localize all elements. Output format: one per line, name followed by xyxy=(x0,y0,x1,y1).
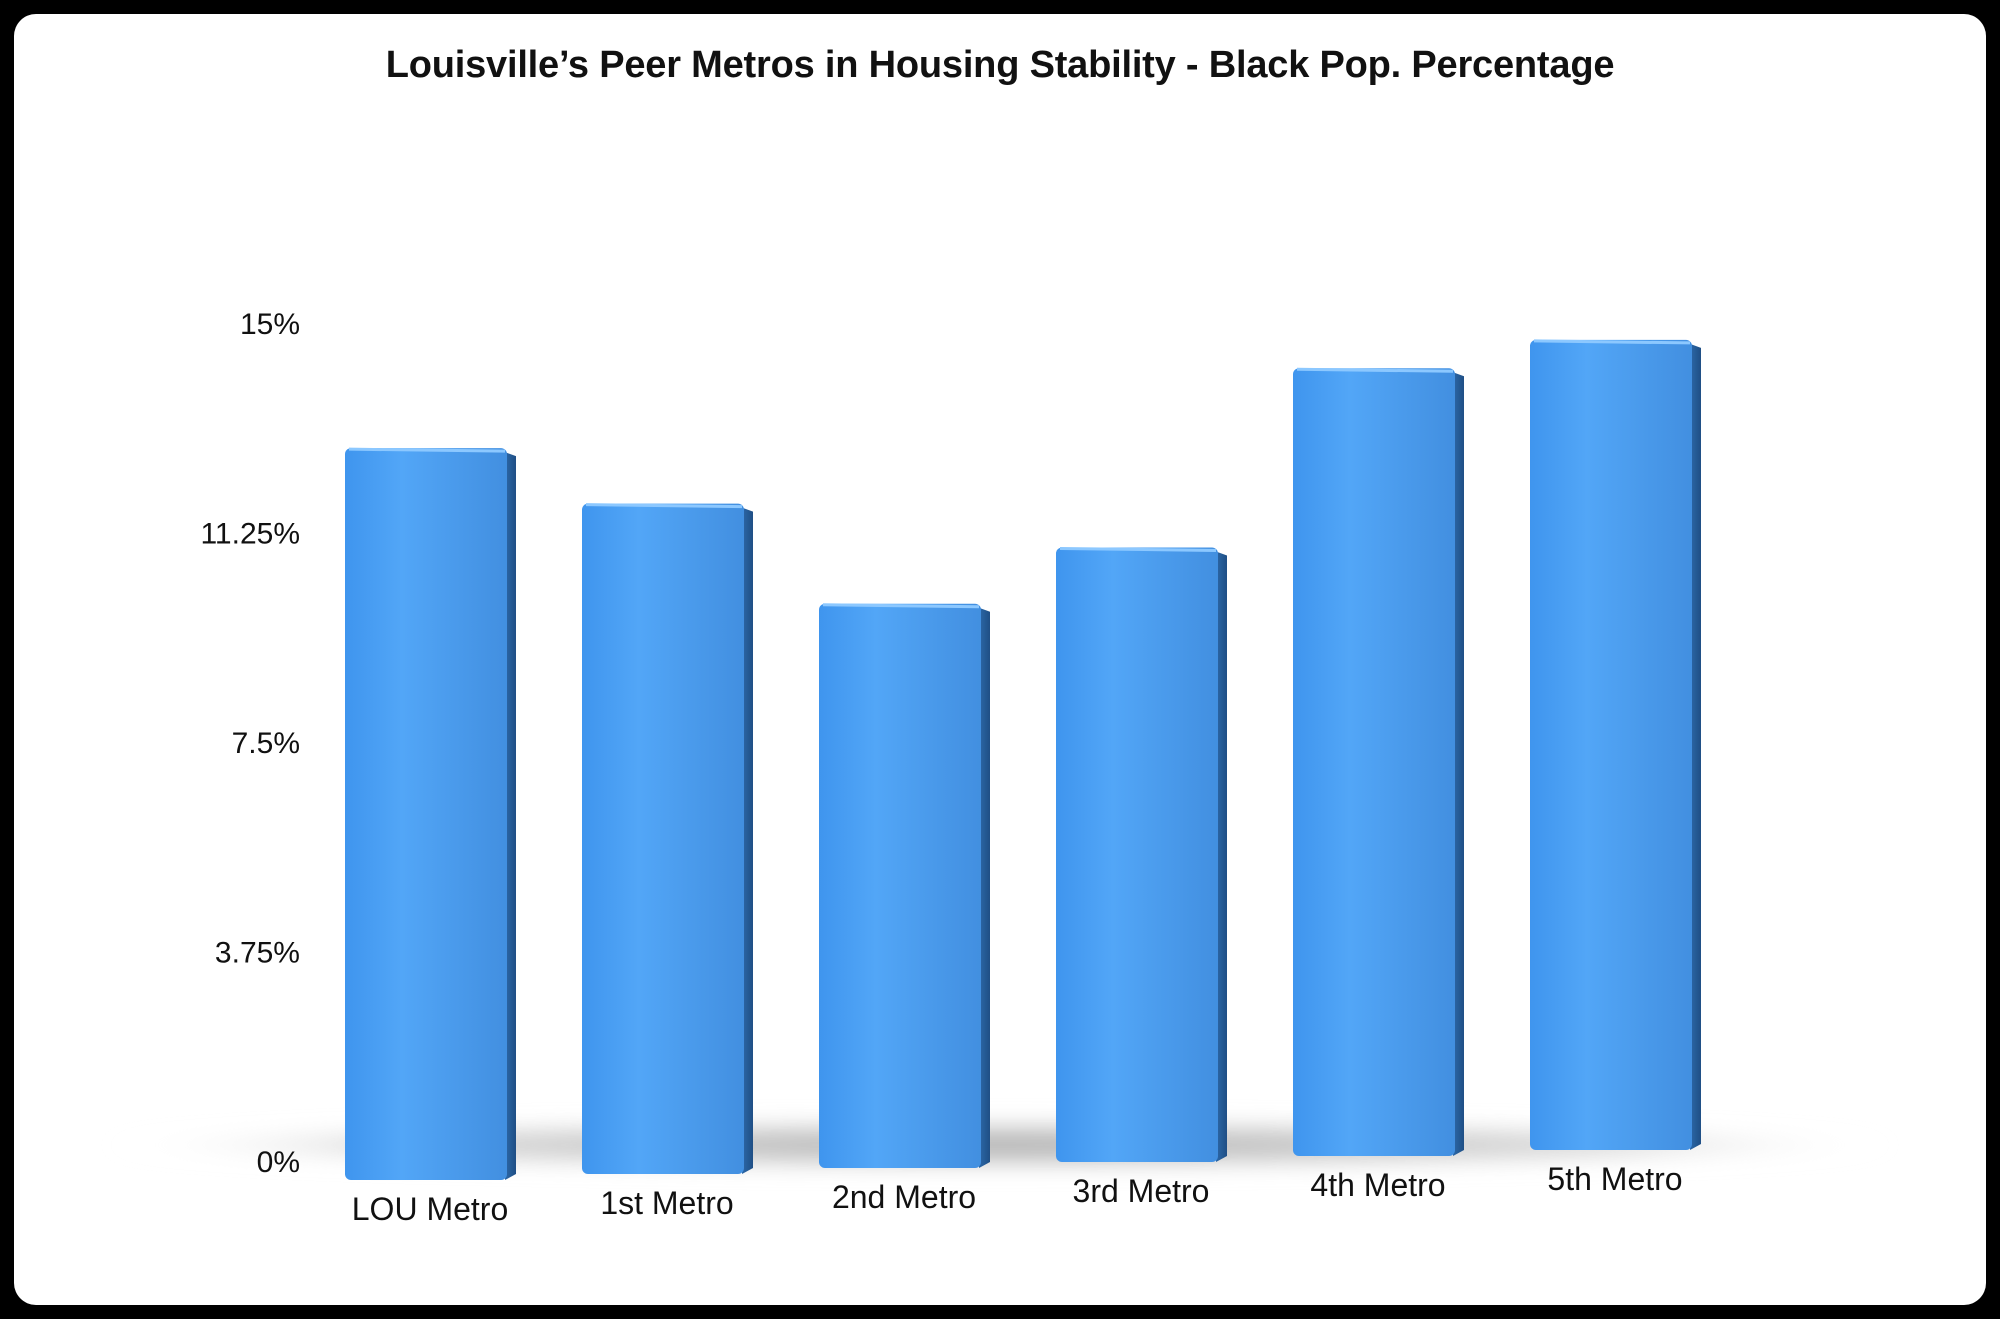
bar-2nd-metro xyxy=(819,603,990,1168)
bar-front xyxy=(1056,547,1218,1162)
chart-title: Louisville’s Peer Metros in Housing Stab… xyxy=(385,44,1615,86)
y-tick-label: 3.75% xyxy=(215,937,300,970)
bar-top-highlight xyxy=(822,603,980,609)
bar-front xyxy=(819,603,981,1168)
bar-side xyxy=(1453,372,1464,1156)
bar-top-highlight xyxy=(585,503,743,509)
y-tick-label: 7.5% xyxy=(232,727,300,760)
x-category-label: LOU Metro xyxy=(352,1191,508,1227)
bar-front xyxy=(582,503,744,1175)
y-axis: 0% 3.75% 7.5% 11.25% 15% xyxy=(200,308,300,1179)
bar-3rd-metro xyxy=(1056,546,1227,1162)
bar-1st-metro xyxy=(582,503,753,1175)
bar-lou-metro xyxy=(345,447,516,1180)
x-category-label: 3rd Metro xyxy=(1073,1173,1210,1209)
bar-top-highlight xyxy=(348,447,506,453)
bar-top-highlight xyxy=(1533,339,1691,345)
bar-side xyxy=(742,507,753,1175)
bar-side xyxy=(1690,343,1701,1150)
bar-side xyxy=(979,607,990,1168)
y-tick-label: 15% xyxy=(240,308,300,341)
y-tick-label: 11.25% xyxy=(200,518,300,551)
y-tick-label: 0% xyxy=(257,1146,300,1179)
x-category-label: 5th Metro xyxy=(1547,1161,1682,1197)
x-axis: LOU Metro 1st Metro 2nd Metro 3rd Metro 4th … xyxy=(352,1161,1683,1227)
bar-top-highlight xyxy=(1296,367,1454,373)
bar-front xyxy=(1293,368,1455,1156)
bar-top-highlight xyxy=(1059,546,1217,552)
bar-side xyxy=(505,452,516,1180)
bar-side xyxy=(1216,551,1227,1162)
bar-front xyxy=(345,448,507,1180)
x-category-label: 2nd Metro xyxy=(832,1179,976,1215)
bar-5th-metro xyxy=(1530,339,1701,1150)
bar-front xyxy=(1530,339,1692,1150)
x-category-label: 1st Metro xyxy=(600,1185,733,1221)
bars xyxy=(345,339,1701,1180)
x-category-label: 4th Metro xyxy=(1310,1167,1445,1203)
bar-4th-metro xyxy=(1293,367,1464,1156)
